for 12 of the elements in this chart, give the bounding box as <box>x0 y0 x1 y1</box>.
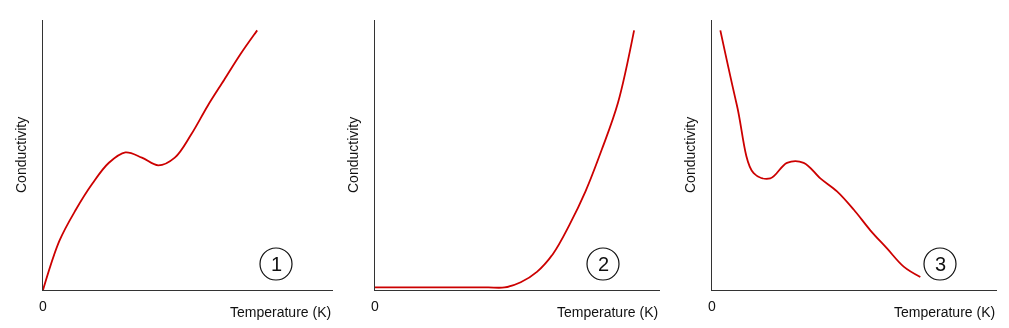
annotation: 2 <box>598 253 610 275</box>
text: 0 <box>708 298 716 314</box>
y-axis-title: Conductivity <box>345 116 361 193</box>
annotation: 3 <box>935 253 947 275</box>
x-axis-title: Temperature (K) <box>894 304 996 320</box>
x-axis-title: Temperature (K) <box>230 304 332 320</box>
annotation: 1 <box>271 253 283 275</box>
y-axis-title: Conductivity <box>682 116 698 193</box>
text: 0 <box>39 298 47 314</box>
y-axis-title: Conductivity <box>13 116 29 193</box>
text: 0 <box>371 298 379 314</box>
x-axis-title: Temperature (K) <box>557 304 659 320</box>
